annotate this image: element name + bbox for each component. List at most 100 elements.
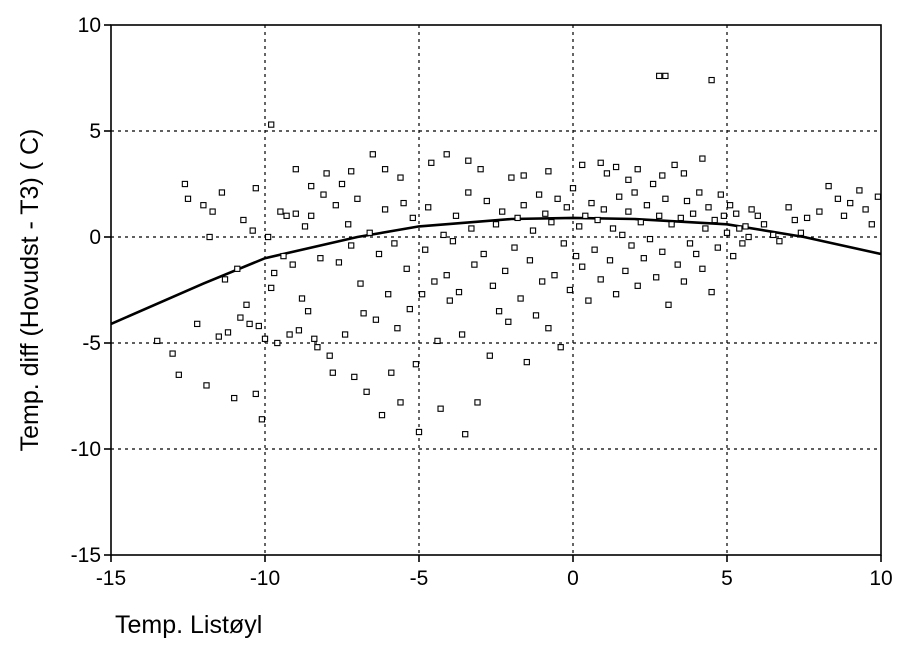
data-point — [545, 168, 552, 175]
data-point — [252, 185, 259, 192]
data-point — [492, 221, 500, 228]
data-point — [606, 257, 614, 264]
data-point — [834, 195, 842, 202]
data-point — [702, 225, 709, 232]
data-point — [218, 189, 226, 196]
data-point — [400, 199, 407, 207]
data-point — [354, 195, 361, 202]
data-point — [418, 291, 426, 298]
data-point — [856, 187, 863, 194]
data-point — [502, 267, 509, 275]
data-point — [378, 411, 386, 419]
data-point — [526, 257, 534, 264]
data-point — [372, 316, 380, 323]
data-point — [397, 399, 404, 406]
data-point — [154, 337, 161, 345]
data-point — [680, 278, 688, 285]
data-point — [649, 180, 657, 188]
data-point — [677, 214, 684, 222]
data-point — [631, 189, 638, 196]
data-point — [708, 288, 715, 296]
data-point — [240, 216, 247, 224]
y-axis-label: Temp. diff (Hovudst - T3) ( C) — [16, 129, 44, 452]
data-point — [194, 320, 201, 328]
data-point — [428, 159, 435, 166]
data-point — [560, 240, 567, 247]
data-point — [576, 223, 583, 230]
y-tick-labels: -15 -10 -5 0 5 10 — [71, 14, 101, 567]
data-point — [760, 221, 768, 228]
data-point — [535, 191, 543, 198]
data-point — [523, 358, 530, 366]
data-point — [520, 202, 527, 209]
data-point — [619, 231, 626, 239]
data-point — [486, 352, 493, 359]
y-tick-label: -15 — [71, 544, 101, 567]
data-point — [489, 282, 497, 289]
data-point — [717, 191, 724, 198]
data-point — [215, 333, 222, 340]
data-point — [668, 221, 675, 228]
data-point — [662, 195, 669, 202]
data-point — [742, 223, 749, 230]
data-point — [477, 166, 484, 173]
data-point — [840, 212, 848, 219]
data-point — [803, 214, 811, 222]
data-point — [612, 291, 620, 298]
data-point — [391, 240, 398, 247]
tick-marks — [104, 24, 882, 562]
data-point — [770, 231, 777, 239]
data-point — [548, 219, 555, 226]
data-point — [326, 352, 333, 359]
data-point — [246, 320, 253, 328]
data-point — [363, 388, 370, 395]
data-point — [714, 244, 721, 251]
data-point — [785, 204, 792, 211]
data-point — [847, 199, 854, 207]
data-point — [628, 242, 635, 249]
data-point — [529, 227, 537, 234]
data-point — [255, 322, 262, 330]
data-point — [440, 231, 447, 239]
data-point — [231, 394, 238, 402]
data-point — [446, 297, 453, 304]
data-point — [295, 327, 303, 334]
data-point — [258, 416, 266, 423]
data-point — [539, 278, 546, 285]
data-point — [566, 286, 574, 294]
data-point — [471, 261, 478, 268]
data-point — [381, 166, 389, 173]
data-point — [480, 250, 487, 258]
data-point — [277, 208, 284, 215]
data-point — [388, 369, 395, 376]
data-point — [181, 180, 189, 188]
data-point — [680, 170, 688, 177]
data-point — [462, 431, 469, 438]
data-point — [314, 344, 321, 351]
data-point — [551, 272, 558, 279]
data-point — [659, 248, 666, 255]
data-point — [597, 276, 604, 283]
data-point — [505, 318, 512, 325]
data-point — [366, 229, 373, 236]
data-point — [415, 428, 423, 436]
data-point — [412, 361, 420, 368]
data-point — [335, 259, 343, 266]
data-point — [499, 208, 506, 215]
data-point — [224, 329, 232, 336]
data-point — [653, 274, 660, 281]
data-point — [542, 210, 549, 217]
data-point — [268, 284, 275, 292]
data-point — [730, 252, 737, 260]
data-point — [665, 301, 672, 308]
data-point — [249, 227, 256, 234]
data-point — [625, 208, 632, 215]
data-point — [385, 291, 392, 298]
data-point — [474, 399, 481, 406]
data-point — [237, 314, 244, 321]
data-point — [579, 161, 586, 169]
y-tick-label: 0 — [89, 226, 101, 249]
data-point — [622, 267, 629, 275]
data-point — [874, 193, 882, 200]
data-point — [745, 233, 752, 241]
